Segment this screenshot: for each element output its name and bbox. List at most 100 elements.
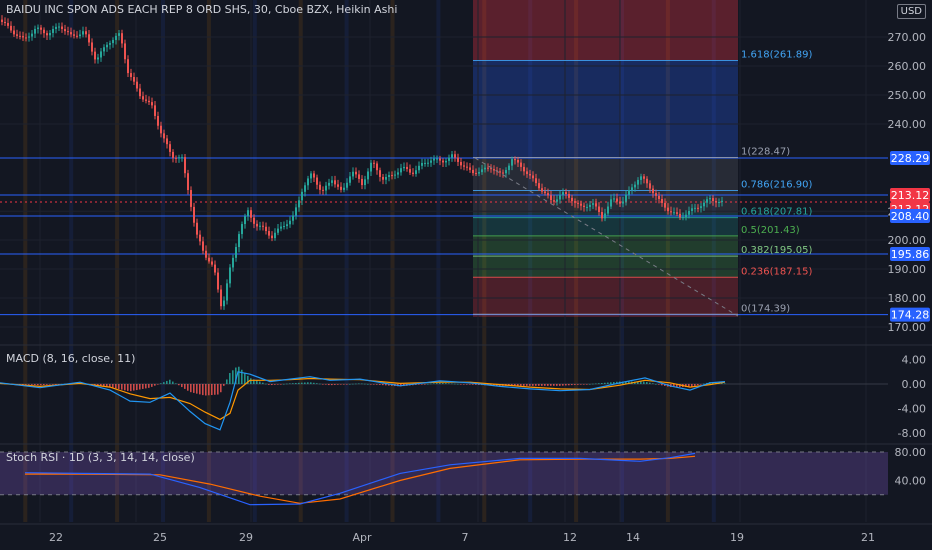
macd-histogram-bar (274, 384, 276, 385)
chart-title: BAIDU INC SPON ADS EACH REP 8 ORD SHS, 3… (6, 3, 398, 16)
heikin-ashi-candle (55, 26, 57, 30)
heikin-ashi-candle (103, 47, 105, 52)
heikin-ashi-candle (475, 173, 477, 175)
macd-histogram-bar (304, 382, 306, 384)
macd-histogram-bar (598, 383, 600, 384)
heikin-ashi-candle (391, 175, 393, 177)
macd-histogram-bar (361, 383, 363, 385)
heikin-ashi-candle (466, 166, 468, 168)
heikin-ashi-candle (553, 200, 555, 202)
heikin-ashi-candle (7, 23, 9, 26)
heikin-ashi-candle (535, 178, 537, 184)
macd-histogram-bar (295, 383, 297, 384)
heikin-ashi-candle (106, 44, 108, 48)
heikin-ashi-candle (382, 176, 384, 180)
macd-histogram-bar (664, 384, 666, 386)
heikin-ashi-candle (241, 224, 243, 235)
macd-histogram-bar (202, 384, 204, 396)
macd-histogram-bar (58, 384, 60, 385)
macd-histogram-bar (607, 382, 609, 384)
macd-histogram-bar (319, 383, 321, 385)
heikin-ashi-candle (235, 247, 237, 258)
macd-histogram-bar (280, 384, 282, 385)
macd-histogram-bar (31, 384, 33, 385)
macd-axis-label: -4.00 (898, 402, 926, 415)
macd-histogram-bar (364, 383, 366, 385)
heikin-ashi-candle (82, 31, 84, 35)
macd-histogram-bar (589, 384, 591, 385)
heikin-ashi-candle (631, 187, 633, 191)
macd-histogram-bar (577, 384, 579, 385)
heikin-ashi-candle (604, 213, 606, 219)
heikin-ashi-candle (232, 257, 234, 268)
heikin-ashi-candle (343, 187, 345, 190)
macd-histogram-bar (643, 381, 645, 384)
heikin-ashi-candle (505, 170, 507, 174)
heikin-ashi-candle (586, 206, 588, 208)
price-badge-label: 208.40 (891, 210, 930, 223)
heikin-ashi-candle (490, 168, 492, 170)
macd-histogram-bar (628, 381, 630, 384)
macd-histogram-bar (181, 384, 183, 388)
macd-histogram-bar (370, 384, 372, 385)
macd-histogram-bar (472, 384, 474, 385)
heikin-ashi-candle (589, 204, 591, 207)
heikin-ashi-candle (640, 176, 642, 180)
macd-histogram-bar (691, 384, 693, 387)
macd-histogram-bar (655, 383, 657, 385)
heikin-ashi-candle (655, 193, 657, 196)
macd-histogram-bar (388, 384, 390, 386)
heikin-ashi-candle (226, 283, 228, 301)
macd-histogram-bar (493, 384, 495, 386)
heikin-ashi-candle (721, 200, 723, 203)
macd-histogram-bar (151, 384, 153, 387)
heikin-ashi-candle (403, 166, 405, 169)
heikin-ashi-candle (178, 157, 180, 159)
macd-histogram-bar (313, 382, 315, 384)
currency-selector[interactable]: USD (896, 4, 926, 19)
heikin-ashi-candle (712, 198, 714, 201)
heikin-ashi-candle (286, 224, 288, 227)
session-band (161, 0, 165, 522)
macd-histogram-bar (226, 379, 228, 384)
macd-histogram-bar (343, 384, 345, 385)
macd-histogram-bar (169, 379, 171, 384)
heikin-ashi-candle (283, 226, 285, 228)
macd-histogram-bar (460, 384, 462, 385)
macd-histogram-bar (454, 383, 456, 385)
heikin-ashi-candle (184, 157, 186, 174)
heikin-ashi-candle (46, 33, 48, 36)
macd-histogram-bar (160, 383, 162, 384)
heikin-ashi-candle (670, 211, 672, 213)
macd-histogram-bar (637, 381, 639, 384)
heikin-ashi-candle (58, 26, 60, 28)
macd-histogram-bar (211, 384, 213, 396)
macd-histogram-bar (121, 384, 123, 390)
macd-histogram-bar (127, 384, 129, 391)
heikin-ashi-candle (187, 173, 189, 191)
macd-histogram-bar (199, 384, 201, 395)
heikin-ashi-candle (142, 96, 144, 100)
heikin-ashi-candle (136, 81, 138, 89)
session-band (115, 0, 120, 522)
heikin-ashi-candle (697, 207, 699, 209)
macd-histogram-bar (166, 380, 168, 384)
macd-histogram-bar (478, 384, 480, 385)
macd-histogram-bar (193, 384, 195, 393)
heikin-ashi-candle (19, 35, 21, 37)
heikin-ashi-candle (25, 37, 27, 39)
heikin-ashi-candle (541, 188, 543, 192)
heikin-ashi-candle (208, 257, 210, 262)
macd-histogram-bar (100, 384, 102, 386)
heikin-ashi-candle (130, 73, 132, 77)
price-badge (890, 307, 930, 322)
heikin-ashi-candle (115, 35, 117, 40)
heikin-ashi-candle (667, 207, 669, 212)
heikin-ashi-candle (271, 235, 273, 239)
macd-histogram-bar (190, 384, 192, 393)
macd-histogram-bar (52, 384, 54, 385)
macd-histogram-bar (163, 382, 165, 384)
heikin-ashi-candle (547, 193, 549, 196)
heikin-ashi-candle (85, 31, 87, 35)
price-axis-label: 250.00 (888, 89, 927, 102)
